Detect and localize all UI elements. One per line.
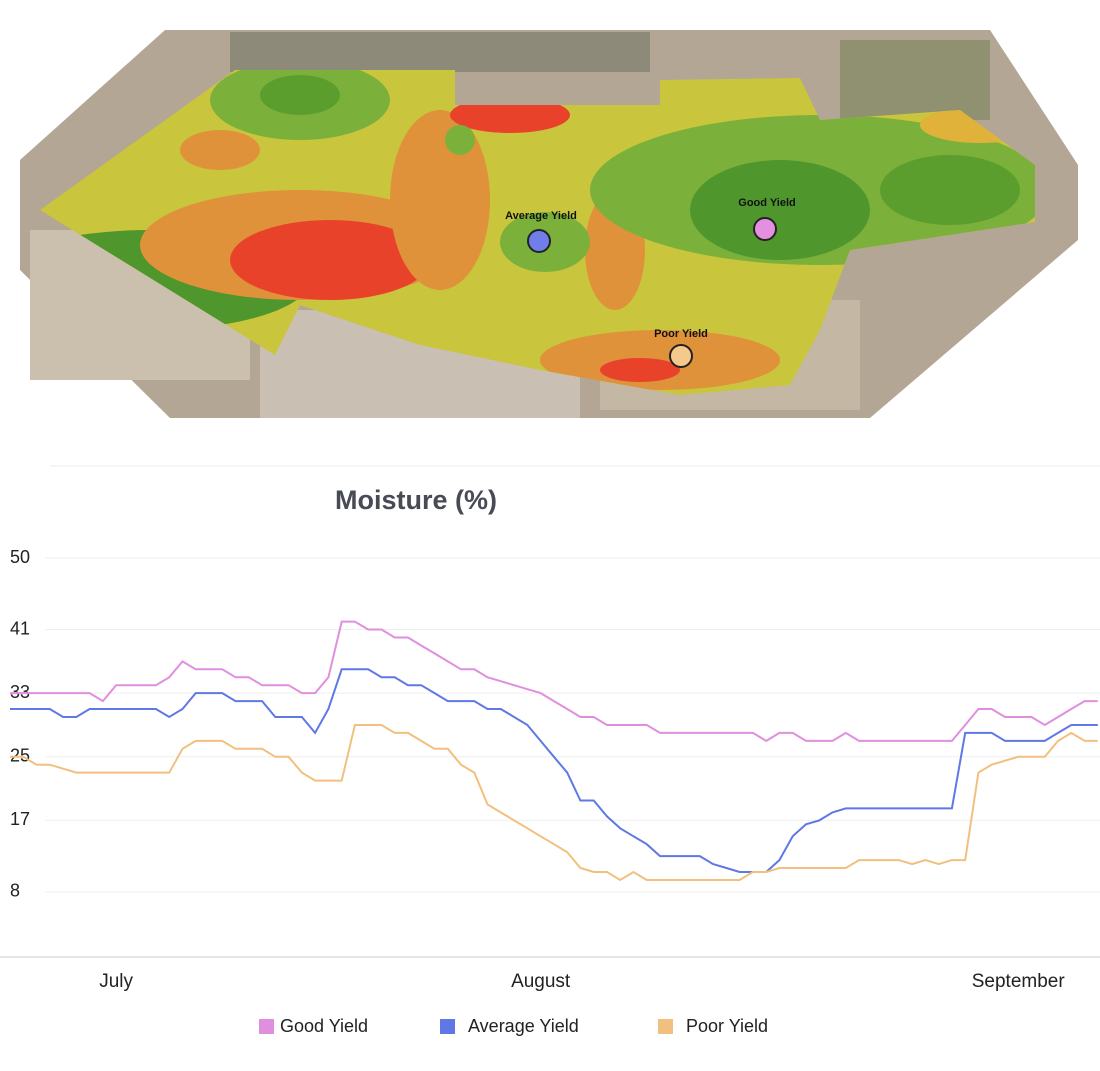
legend-swatch xyxy=(259,1019,274,1034)
legend-label: Average Yield xyxy=(468,1016,579,1036)
x-tick-label: August xyxy=(511,971,571,992)
satellite-patch xyxy=(840,40,990,120)
zone-green xyxy=(445,125,475,155)
marker-label: Average Yield xyxy=(505,210,577,222)
marker-good xyxy=(753,217,777,241)
y-tick-label: 8 xyxy=(10,881,20,901)
series-line xyxy=(10,668,1098,873)
yield-map: Average Yield Good Yield Poor Yield xyxy=(20,30,1078,418)
zone-red xyxy=(600,358,680,382)
zone-darkgreen xyxy=(880,155,1020,225)
zone-red xyxy=(450,97,570,133)
satellite-patch xyxy=(230,32,650,72)
y-tick-label: 17 xyxy=(10,809,30,829)
y-tick-label: 25 xyxy=(10,746,30,766)
zone-darkgreen xyxy=(690,160,870,260)
x-tick-label: July xyxy=(99,971,133,992)
zone-red xyxy=(230,220,430,300)
series-line xyxy=(10,724,1098,882)
y-tick-label: 33 xyxy=(10,682,30,702)
y-tick-label: 50 xyxy=(10,547,30,567)
x-tick-label: September xyxy=(972,971,1066,992)
marker-average xyxy=(527,229,551,253)
marker-label: Poor Yield xyxy=(654,328,708,340)
legend-swatch xyxy=(658,1019,673,1034)
zone-orange xyxy=(180,130,260,170)
marker-poor xyxy=(669,344,693,368)
marker-label: Good Yield xyxy=(738,197,795,209)
chart-title: Moisture (%) xyxy=(335,485,497,515)
legend-label: Good Yield xyxy=(280,1016,368,1036)
series-line xyxy=(10,620,1098,743)
zone-orange xyxy=(390,110,490,290)
y-tick-label: 41 xyxy=(10,618,30,638)
legend-swatch xyxy=(440,1019,455,1034)
legend-label: Poor Yield xyxy=(686,1016,768,1036)
zone-darkgreen xyxy=(260,75,340,115)
